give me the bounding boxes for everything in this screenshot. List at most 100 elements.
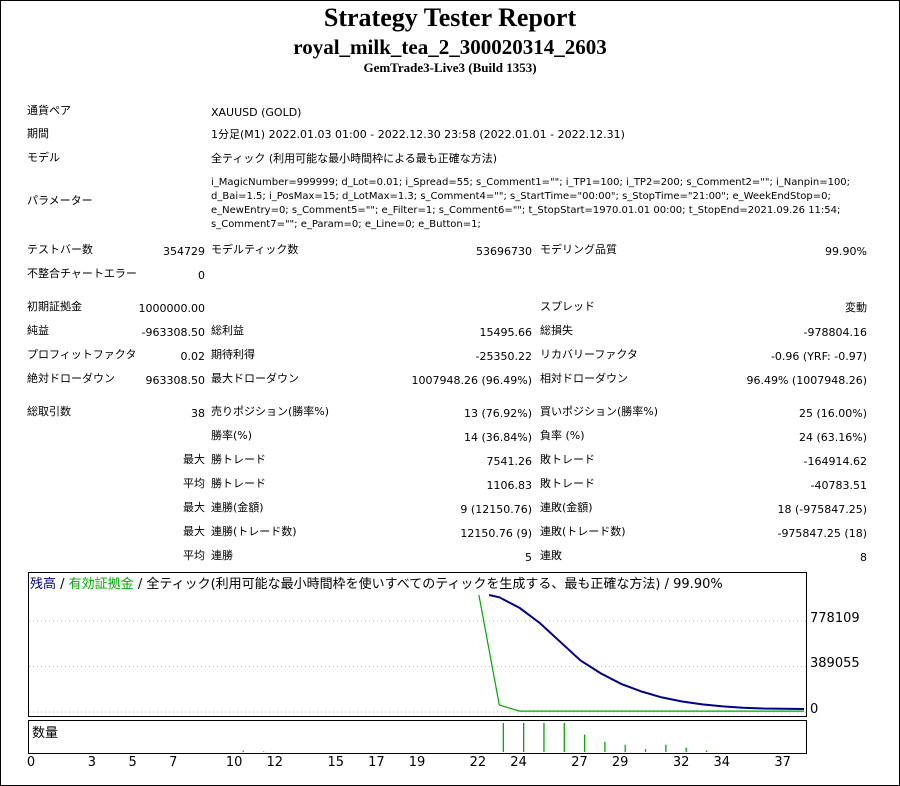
avg-consec-losses-value: 8 — [860, 551, 867, 564]
net-label: 純益 — [27, 324, 49, 337]
y-tick-label: 0 — [810, 702, 819, 717]
volume-chart — [28, 720, 807, 754]
pf-label: プロフィットファクタ — [27, 348, 137, 361]
max-dd-value: 1007948.26 (96.49%) — [411, 374, 532, 387]
max-label-3: 最大 — [183, 525, 205, 538]
max-label-2: 最大 — [183, 501, 205, 514]
consec-losses-amt-value: 18 (-975847.25) — [777, 503, 867, 516]
gross-profit-value: 15495.66 — [479, 326, 533, 339]
balance-chart — [28, 572, 807, 717]
x-tick-label: 32 — [672, 755, 690, 770]
avg-label-1: 平均 — [183, 477, 205, 490]
largest-loss-label: 敗トレード — [540, 453, 595, 466]
quality-value: 99.90% — [825, 245, 867, 258]
balance-line — [488, 594, 805, 710]
x-tick-label: 24 — [510, 755, 527, 770]
volume-label: 数量 — [32, 726, 59, 741]
params-value: i_MagicNumber=999999; d_Lot=0.01; i_Spre… — [211, 177, 851, 230]
volume-chart-plot — [242, 723, 708, 752]
deposit-value: 1000000.00 — [138, 302, 205, 315]
report-title: Strategy Tester Report — [323, 3, 577, 32]
ticks-value: 53696730 — [476, 245, 532, 258]
period-label: 期間 — [27, 127, 49, 140]
max-label-1: 最大 — [183, 453, 205, 466]
quality-label: モデリング品質 — [540, 243, 617, 256]
equity-line — [478, 594, 804, 712]
win-rate-label: 勝率(%) — [211, 429, 253, 442]
balance-chart-plot — [29, 594, 806, 713]
x-tick-label: 34 — [713, 755, 731, 770]
x-tick-label: 7 — [169, 755, 178, 770]
server-build: GemTrade3-Live3 (Build 1353) — [363, 60, 537, 75]
rf-label: リカバリーファクタ — [540, 348, 638, 361]
pair-value: XAUUSD (GOLD) — [211, 106, 302, 119]
gross-loss-label: 総損失 — [540, 324, 573, 337]
long-value: 25 (16.00%) — [798, 407, 867, 420]
x-tick-label: 3 — [87, 755, 97, 770]
x-tick-label: 5 — [128, 755, 137, 770]
x-tick-label: 12 — [266, 755, 284, 770]
legend-sep-1: / — [56, 577, 69, 592]
spread-label: スプレッド — [540, 300, 595, 313]
abs-dd-value: 963308.50 — [145, 374, 206, 387]
largest-win-label: 勝トレード — [211, 453, 266, 466]
deposit-label: 初期証拠金 — [27, 300, 82, 313]
long-label: 買いポジション(勝率%) — [540, 405, 659, 418]
rel-dd-value: 96.49% (1007948.26) — [746, 374, 867, 387]
avg-win-label: 勝トレード — [211, 477, 266, 490]
avg-consec-wins-value: 5 — [525, 551, 532, 564]
y-tick-label: 778109 — [810, 610, 860, 626]
total-trades-value: 38 — [191, 407, 205, 420]
report-subtitle: royal_milk_tea_2_300020314_2603 — [293, 35, 607, 59]
gross-profit-label: 総利益 — [211, 324, 244, 337]
rel-dd-label: 相対ドローダウン — [540, 372, 628, 385]
mismatch-label: 不整合チャートエラー — [27, 267, 137, 280]
x-tick-label: 10 — [225, 755, 243, 770]
avg-loss-label: 敗トレード — [540, 477, 595, 490]
bars-label: テストバー数 — [27, 243, 93, 256]
payoff-label: 期待利得 — [211, 348, 255, 361]
total-trades-label: 総取引数 — [27, 405, 71, 418]
consec-wins-cnt-value: 12150.76 (9) — [460, 527, 532, 540]
x-tick-label: 15 — [327, 755, 345, 770]
legend-equity: 有効証拠金 — [68, 577, 134, 592]
x-tick-label: 19 — [408, 755, 426, 770]
period-value: 1分足(M1) 2022.01.03 01:00 - 2022.12.30 23… — [211, 128, 625, 141]
mismatch-value: 0 — [198, 269, 205, 282]
x-tick-label: 27 — [571, 755, 588, 770]
x-tick-label: 29 — [611, 755, 629, 770]
x-tick-label: 17 — [368, 755, 385, 770]
y-tick-label: 389055 — [810, 656, 860, 672]
avg-label-2: 平均 — [183, 549, 205, 562]
pair-label: 通貨ペア — [27, 104, 71, 117]
ticks-label: モデルティック数 — [211, 243, 299, 256]
x-tick-label: 0 — [26, 755, 36, 770]
consec-wins-amt-value: 9 (12150.76) — [460, 503, 532, 516]
params-label: パラメーター — [27, 194, 93, 207]
rf-value: -0.96 (YRF: -0.97) — [770, 350, 867, 363]
avg-win-value: 1106.83 — [486, 479, 533, 492]
loss-rate-value: 24 (63.16%) — [798, 431, 867, 444]
win-rate-value: 14 (36.84%) — [463, 431, 532, 444]
model-label: モデル — [27, 151, 60, 164]
consec-losses-amt-label: 連敗(金額) — [540, 501, 593, 514]
loss-rate-label: 負率 (%) — [540, 429, 585, 442]
consec-losses-cnt-value: -975847.25 (18) — [777, 527, 867, 540]
largest-win-value: 7541.26 — [486, 455, 533, 468]
x-tick-label: 22 — [469, 755, 487, 770]
max-dd-label: 最大ドローダウン — [211, 372, 299, 385]
largest-loss-value: -164914.62 — [803, 455, 867, 468]
legend-sep-2: / — [133, 577, 147, 592]
avg-consec-losses-label: 連敗 — [540, 549, 562, 562]
bars-value: 354729 — [163, 245, 205, 258]
abs-dd-label: 絶対ドローダウン — [27, 372, 115, 385]
pf-value: 0.02 — [180, 350, 206, 363]
consec-wins-amt-label: 連勝(金額) — [211, 501, 264, 514]
x-tick-label: 37 — [774, 755, 791, 770]
legend-method: 全ティック(利用可能な最小時間枠を使いすべてのティックを生成する、最も正確な方法… — [146, 577, 723, 592]
short-label: 売りポジション(勝率%) — [211, 405, 330, 418]
model-value: 全ティック (利用可能な最小時間枠による最も正確な方法) — [211, 152, 498, 165]
spread-value: 変動 — [845, 301, 867, 314]
payoff-value: -25350.22 — [475, 350, 532, 363]
avg-consec-wins-label: 連勝 — [211, 549, 233, 562]
